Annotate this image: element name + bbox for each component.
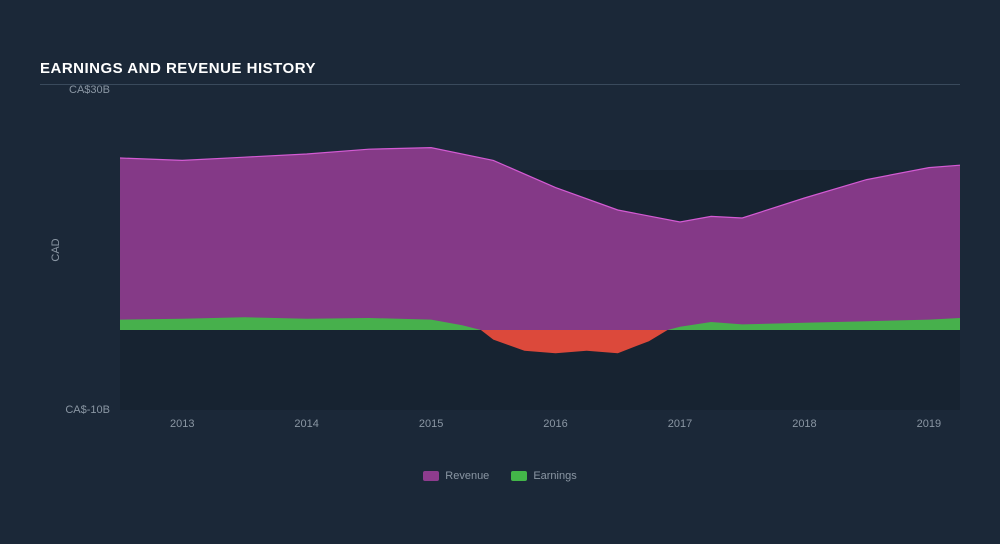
- title-underline: [40, 84, 960, 85]
- legend-item: Revenue: [423, 470, 489, 482]
- legend-label: Revenue: [445, 470, 489, 482]
- revenue-area: [120, 148, 960, 330]
- chart-svg: [120, 90, 960, 410]
- chart-title: EARNINGS AND REVENUE HISTORY: [40, 60, 316, 77]
- earnings-negative-area: [481, 330, 668, 353]
- plot-area: [120, 90, 960, 410]
- y-tick-label: CA$-10B: [50, 404, 110, 416]
- chart-container: { "title": "EARNINGS AND REVENUE HISTORY…: [0, 0, 1000, 544]
- x-tick-label: 2017: [668, 418, 692, 430]
- legend-item: Earnings: [511, 470, 576, 482]
- x-tick-label: 2013: [170, 418, 194, 430]
- x-tick-label: 2016: [543, 418, 567, 430]
- x-tick-label: 2015: [419, 418, 443, 430]
- legend-swatch: [511, 471, 527, 481]
- x-tick-label: 2018: [792, 418, 816, 430]
- y-tick-label: CA$30B: [50, 84, 110, 96]
- legend-swatch: [423, 471, 439, 481]
- legend: Revenue Earnings: [0, 470, 1000, 482]
- x-tick-label: 2014: [294, 418, 318, 430]
- x-tick-label: 2019: [917, 418, 941, 430]
- legend-label: Earnings: [533, 470, 576, 482]
- y-axis-label: CAD: [50, 238, 62, 261]
